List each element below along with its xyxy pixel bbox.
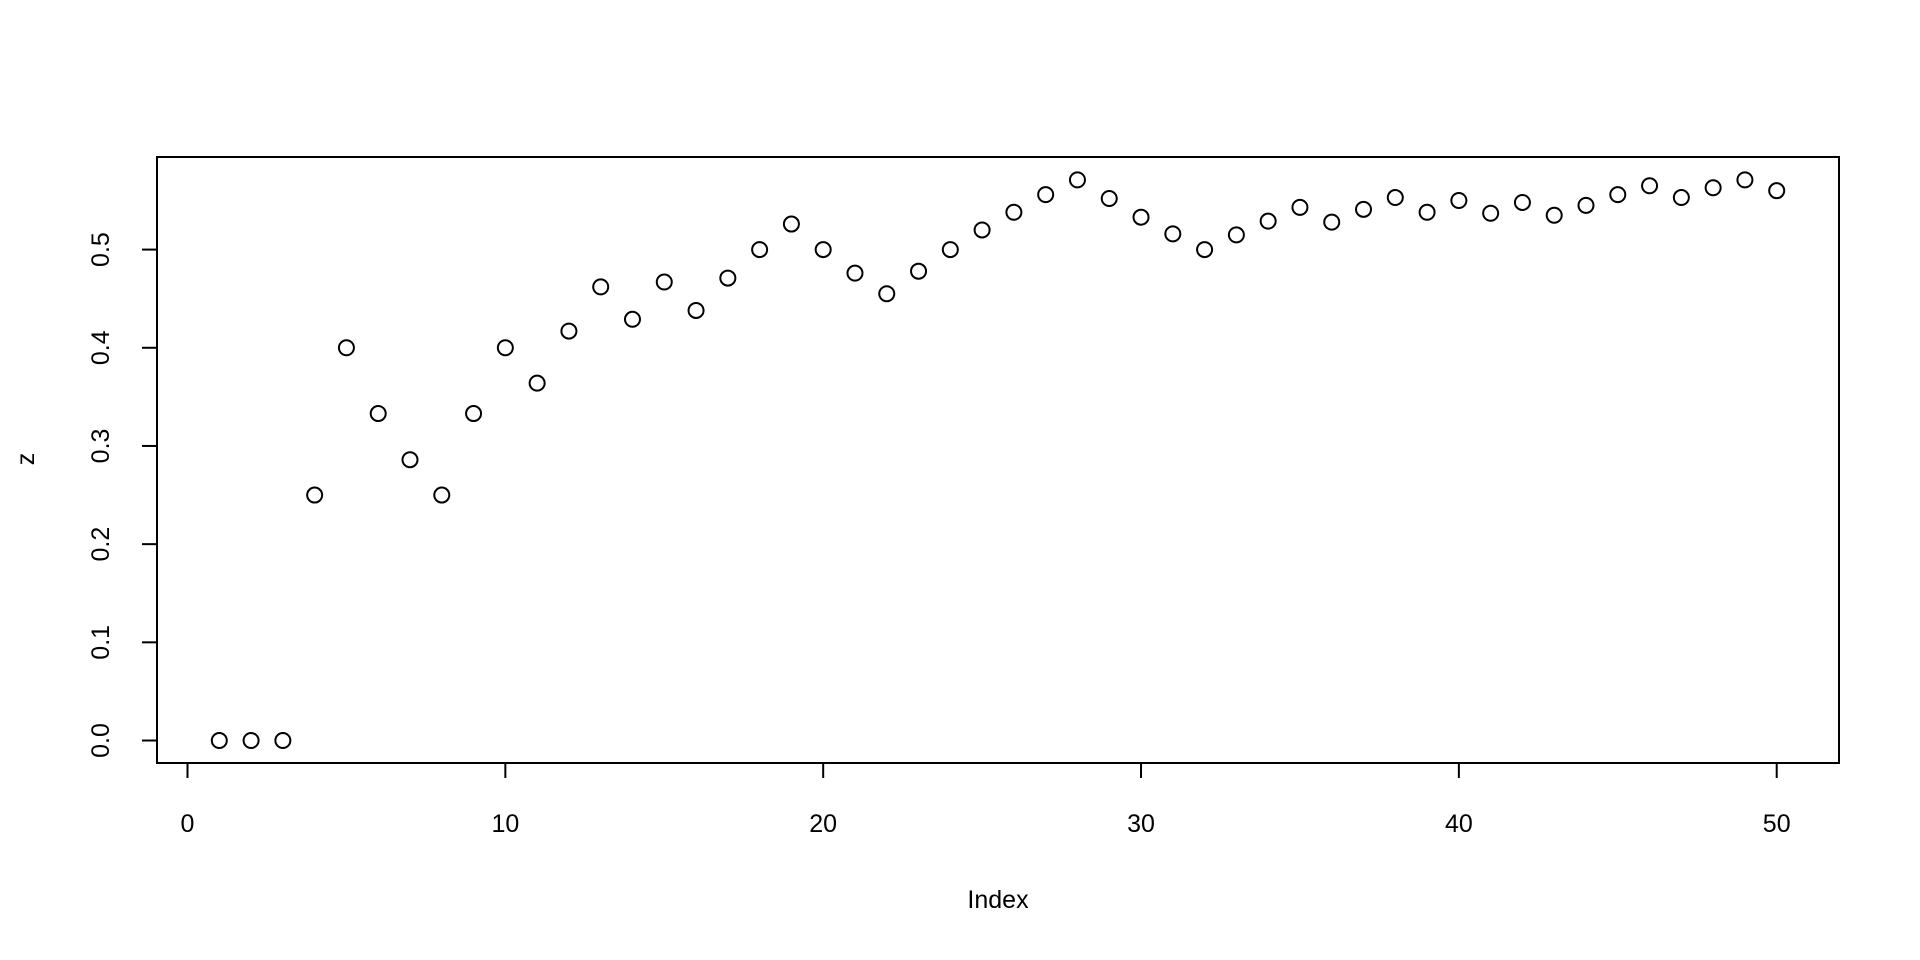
data-point bbox=[1418, 203, 1436, 221]
data-point bbox=[337, 339, 355, 357]
data-point bbox=[210, 732, 228, 750]
data-point bbox=[1100, 190, 1118, 208]
data-point bbox=[1323, 213, 1341, 231]
y-axis-label: z bbox=[12, 453, 40, 466]
data-point bbox=[1291, 198, 1309, 216]
data-point bbox=[655, 273, 673, 291]
data-point bbox=[910, 262, 928, 280]
data-point bbox=[1005, 203, 1023, 221]
data-point bbox=[973, 221, 991, 239]
data-point bbox=[433, 486, 451, 504]
data-point bbox=[242, 732, 260, 750]
data-point bbox=[1641, 177, 1659, 195]
y-tick-label: 0.3 bbox=[87, 429, 115, 464]
data-point bbox=[687, 301, 705, 319]
data-point bbox=[1386, 189, 1404, 207]
data-point bbox=[592, 278, 610, 296]
data-points bbox=[210, 171, 1786, 750]
data-point bbox=[1672, 189, 1690, 207]
data-point bbox=[878, 285, 896, 303]
data-point bbox=[1768, 182, 1786, 200]
x-tick-label: 30 bbox=[1127, 810, 1155, 838]
data-point bbox=[1450, 191, 1468, 209]
plot-box bbox=[156, 156, 1840, 764]
data-point bbox=[1704, 179, 1722, 197]
data-point bbox=[1609, 186, 1627, 204]
data-point bbox=[719, 269, 737, 287]
x-axis: 0 10 20 30 40 50 bbox=[181, 762, 1791, 838]
data-point bbox=[941, 241, 959, 259]
data-point bbox=[814, 241, 832, 259]
y-tick-label: 0.1 bbox=[87, 625, 115, 660]
data-point bbox=[846, 264, 864, 282]
data-point bbox=[1164, 225, 1182, 243]
data-point bbox=[369, 405, 387, 423]
data-point bbox=[1736, 171, 1754, 189]
y-tick-label: 0.5 bbox=[87, 232, 115, 267]
data-point bbox=[496, 339, 514, 357]
y-axis: 0.0 0.1 0.2 0.3 0.4 0.5 bbox=[87, 232, 158, 758]
y-tick-label: 0.0 bbox=[87, 723, 115, 758]
x-axis-label: Index bbox=[967, 886, 1029, 914]
x-tick-label: 10 bbox=[491, 810, 519, 838]
data-point bbox=[1482, 204, 1500, 222]
data-point bbox=[1132, 208, 1150, 226]
data-point bbox=[1259, 212, 1277, 230]
data-point bbox=[274, 732, 292, 750]
data-point bbox=[1227, 226, 1245, 244]
data-point bbox=[1037, 186, 1055, 204]
y-tick-label: 0.4 bbox=[87, 330, 115, 365]
x-tick-label: 20 bbox=[809, 810, 837, 838]
data-point bbox=[306, 486, 324, 504]
data-point bbox=[751, 241, 769, 259]
data-point bbox=[528, 374, 546, 392]
data-point bbox=[1355, 200, 1373, 218]
data-point bbox=[1545, 206, 1563, 224]
data-point bbox=[782, 215, 800, 233]
data-point bbox=[623, 310, 641, 328]
data-point bbox=[1577, 196, 1595, 214]
data-point bbox=[1068, 171, 1086, 189]
x-tick-label: 40 bbox=[1445, 810, 1473, 838]
x-tick-label: 0 bbox=[181, 810, 195, 838]
data-point bbox=[1513, 193, 1531, 211]
data-point bbox=[465, 405, 483, 423]
x-tick-label: 50 bbox=[1763, 810, 1791, 838]
y-tick-label: 0.2 bbox=[87, 527, 115, 562]
data-point bbox=[560, 322, 578, 340]
data-point bbox=[1196, 241, 1214, 259]
data-point bbox=[401, 451, 419, 469]
